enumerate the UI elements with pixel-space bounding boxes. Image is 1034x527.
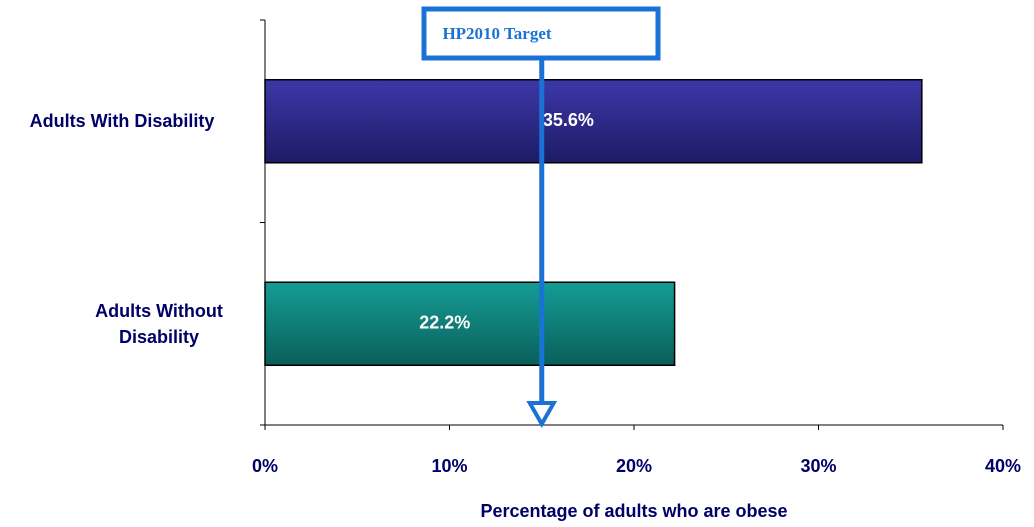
x-tick-label: 10% (431, 456, 467, 476)
value-label: 35.6% (543, 110, 594, 130)
x-tick-label: 30% (800, 456, 836, 476)
target-label: HP2010 Target (442, 24, 551, 43)
x-tick-label: 0% (252, 456, 278, 476)
bar (264, 78, 923, 164)
x-tick-label: 20% (616, 456, 652, 476)
target-box (421, 6, 661, 61)
x-axis-label: Percentage of adults who are obese (480, 501, 787, 521)
x-tick-label: 40% (985, 456, 1021, 476)
bar (264, 281, 676, 367)
y-tick-label: Adults Without Disability (95, 300, 223, 347)
target-arrowhead (526, 401, 558, 429)
value-label: 22.2% (419, 313, 470, 333)
y-tick-label: Adults With Disability (29, 111, 215, 132)
